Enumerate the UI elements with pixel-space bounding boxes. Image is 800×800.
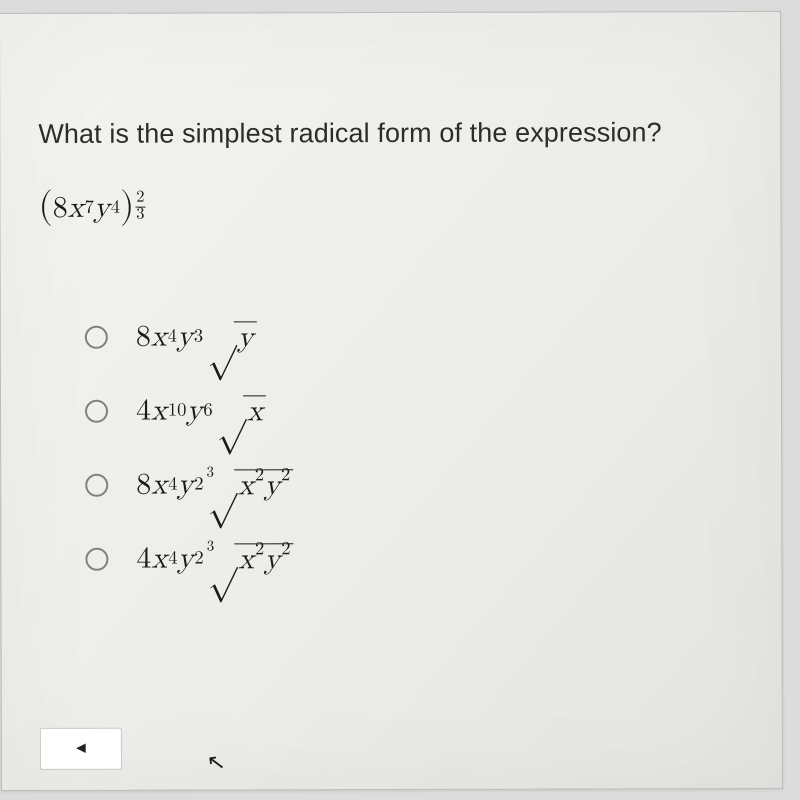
option-a[interactable]: 8x4y3 √ y: [85, 317, 739, 355]
option-b[interactable]: 4x10y6 √ x: [85, 391, 739, 429]
given-expression: (8x7y4)23: [38, 184, 738, 229]
back-button[interactable]: ◄: [40, 728, 122, 770]
option-d[interactable]: 4x4y2 3 √ x2y2: [85, 539, 739, 577]
radio-icon[interactable]: [85, 399, 108, 422]
worksheet-paper: What is the simplest radical form of the…: [0, 11, 783, 791]
question-text: What is the simplest radical form of the…: [38, 117, 738, 150]
option-c-math: 8x4y2 3 √ x2y2: [136, 466, 293, 502]
radio-icon[interactable]: [85, 325, 108, 348]
option-b-math: 4x10y6 √ x: [136, 392, 266, 428]
question-block: What is the simplest radical form of the…: [38, 117, 739, 615]
radio-icon[interactable]: [85, 547, 108, 570]
option-d-math: 4x4y2 3 √ x2y2: [136, 540, 293, 576]
answer-options: 8x4y3 √ y 4x10y6 √ x: [85, 317, 740, 577]
radio-icon[interactable]: [85, 473, 108, 496]
option-c[interactable]: 8x4y2 3 √ x2y2: [85, 465, 739, 503]
back-arrow-icon: ◄: [73, 740, 89, 758]
option-a-math: 8x4y3 √ y: [136, 318, 257, 354]
mouse-cursor-icon: ↖: [205, 748, 227, 776]
